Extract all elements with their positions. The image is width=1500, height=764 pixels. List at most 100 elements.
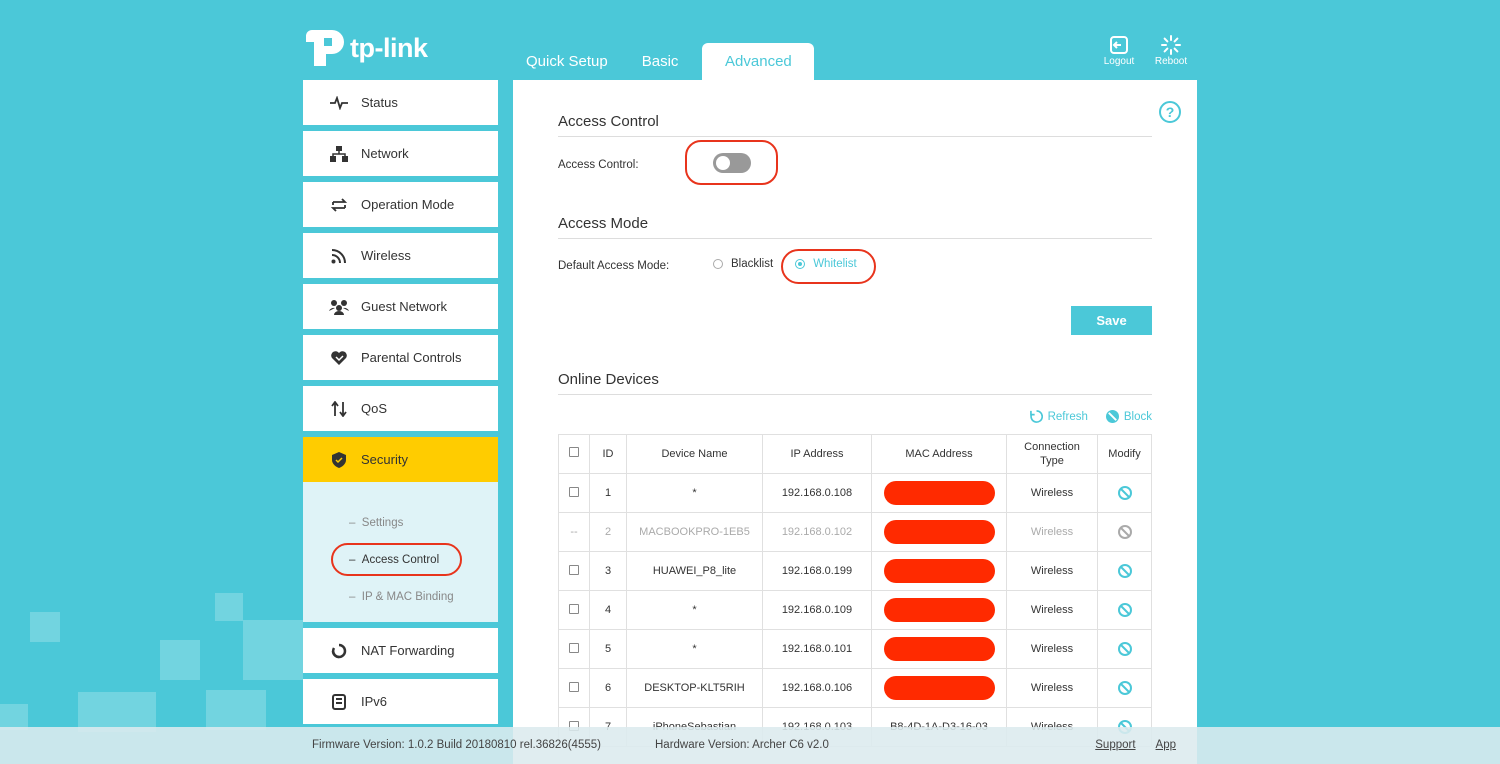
sidebar-item-label: NAT Forwarding bbox=[361, 643, 455, 658]
access-control-label: Access Control: bbox=[558, 159, 639, 171]
sidebar-item-label: Parental Controls bbox=[361, 350, 462, 365]
cell-mac-address bbox=[871, 551, 1007, 591]
annotation-circle bbox=[331, 543, 462, 576]
row-select-cell bbox=[558, 629, 590, 669]
tab-advanced[interactable]: Advanced bbox=[702, 43, 815, 80]
tab-basic[interactable]: Basic bbox=[641, 53, 679, 70]
annotation-circle bbox=[781, 249, 876, 284]
submenu-item-label: Access Control bbox=[361, 553, 440, 566]
sidebar-item-guest-network[interactable]: Guest Network bbox=[303, 284, 498, 329]
reboot-button[interactable]: Reboot bbox=[1154, 34, 1188, 67]
cell-id: 1 bbox=[589, 473, 627, 513]
refresh-icon bbox=[329, 642, 349, 660]
cell-ip-address: 192.168.0.106 bbox=[762, 668, 872, 708]
cell-device-name: * bbox=[626, 473, 763, 513]
cell-modify bbox=[1097, 512, 1152, 552]
cell-modify bbox=[1097, 668, 1152, 708]
section-title-online-devices: Online Devices bbox=[558, 371, 659, 388]
cell-device-name: * bbox=[626, 590, 763, 630]
security-submenu: – Settings – Access Control – IP & MAC B… bbox=[303, 482, 498, 622]
cell-modify bbox=[1097, 551, 1152, 591]
cell-device-name: HUAWEI_P8_lite bbox=[626, 551, 763, 591]
redaction-mark bbox=[883, 520, 995, 544]
column-header-device-name: Device Name bbox=[626, 434, 763, 474]
cell-ip-address: 192.168.0.109 bbox=[762, 590, 872, 630]
sidebar-item-parental-controls[interactable]: Parental Controls bbox=[303, 335, 498, 380]
section-title-access-control: Access Control bbox=[558, 113, 659, 130]
table-row: 3 HUAWEI_P8_lite 192.168.0.199 Wireless bbox=[558, 551, 1152, 591]
sidebar-item-ipv6[interactable]: IPv6 bbox=[303, 679, 498, 724]
block-device-icon[interactable] bbox=[1117, 681, 1132, 695]
sidebar-item-security[interactable]: Security bbox=[303, 437, 498, 482]
column-header-ip-address: IP Address bbox=[762, 434, 872, 474]
submenu-item-settings[interactable]: – Settings bbox=[349, 516, 404, 529]
logout-label: Logout bbox=[1103, 56, 1135, 67]
tp-link-logo: tp-link bbox=[302, 25, 428, 71]
decorative-square bbox=[215, 593, 243, 621]
pulse-icon bbox=[329, 94, 349, 112]
cell-id: 6 bbox=[589, 668, 627, 708]
row-checkbox[interactable] bbox=[569, 486, 579, 497]
sidebar-item-qos[interactable]: QoS bbox=[303, 386, 498, 431]
cell-ip-address: 192.168.0.102 bbox=[762, 512, 872, 552]
block-device-icon[interactable] bbox=[1117, 603, 1132, 617]
redaction-mark bbox=[883, 637, 995, 661]
app-link[interactable]: App bbox=[1155, 739, 1176, 751]
row-select-cell bbox=[558, 668, 590, 708]
row-checkbox[interactable] bbox=[569, 681, 579, 692]
cell-mac-address bbox=[871, 590, 1007, 630]
block-device-icon[interactable] bbox=[1117, 642, 1132, 656]
column-header-id: ID bbox=[589, 434, 627, 474]
cell-ip-address: 192.168.0.108 bbox=[762, 473, 872, 513]
updown-arrows-icon bbox=[329, 400, 349, 418]
blacklist-radio[interactable]: Blacklist bbox=[713, 258, 773, 270]
help-icon[interactable]: ? bbox=[1159, 101, 1181, 123]
row-select-cell bbox=[558, 590, 590, 630]
table-row: 1 * 192.168.0.108 Wireless bbox=[558, 473, 1152, 513]
sidebar-item-wireless[interactable]: Wireless bbox=[303, 233, 498, 278]
sidebar-item-nat-forwarding[interactable]: NAT Forwarding bbox=[303, 628, 498, 673]
access-control-toggle[interactable] bbox=[713, 153, 751, 173]
sidebar-item-label: Security bbox=[361, 452, 408, 467]
tab-quick-setup[interactable]: Quick Setup bbox=[526, 53, 608, 70]
access-mode-radio-group: Blacklist Whitelist bbox=[713, 258, 875, 270]
toggle-knob bbox=[716, 156, 730, 170]
top-navigation: Quick Setup Basic Advanced bbox=[512, 43, 815, 80]
decorative-square bbox=[0, 704, 28, 730]
shield-icon bbox=[329, 451, 349, 469]
support-link[interactable]: Support bbox=[1095, 739, 1136, 751]
sidebar-item-label: Status bbox=[361, 95, 398, 110]
logout-button[interactable]: Logout bbox=[1102, 34, 1136, 67]
decorative-square bbox=[78, 692, 156, 732]
sidebar-item-status[interactable]: Status bbox=[303, 80, 498, 125]
divider bbox=[558, 394, 1152, 395]
refresh-button[interactable]: Refresh bbox=[1029, 410, 1088, 423]
table-actions: Refresh Block bbox=[1029, 410, 1152, 423]
sidebar-item-network[interactable]: Network bbox=[303, 131, 498, 176]
save-button[interactable]: Save bbox=[1071, 306, 1152, 335]
sidebar-item-operation-mode[interactable]: Operation Mode bbox=[303, 182, 498, 227]
select-all-checkbox[interactable] bbox=[569, 447, 579, 457]
cell-device-name: DESKTOP-KLT5RIH bbox=[626, 668, 763, 708]
block-device-icon[interactable] bbox=[1117, 486, 1132, 500]
heart-icon bbox=[329, 349, 349, 367]
reboot-icon bbox=[1161, 34, 1181, 56]
cell-mac-address bbox=[871, 512, 1007, 552]
select-all-cell bbox=[558, 434, 590, 474]
row-checkbox[interactable] bbox=[569, 642, 579, 653]
cell-connection-type: Wireless bbox=[1006, 668, 1098, 708]
submenu-item-access-control[interactable]: – Access Control bbox=[303, 541, 498, 578]
main-panel: ? Access Control Access Control: Access … bbox=[513, 80, 1197, 764]
submenu-item-ip-mac-binding[interactable]: – IP & MAC Binding bbox=[349, 590, 454, 603]
redaction-mark bbox=[883, 598, 995, 622]
firmware-version: Firmware Version: 1.0.2 Build 20180810 r… bbox=[312, 739, 601, 751]
cell-device-name: MACBOOKPRO-1EB5 bbox=[626, 512, 763, 552]
row-checkbox[interactable] bbox=[569, 564, 579, 575]
row-checkbox[interactable] bbox=[569, 603, 579, 614]
cell-connection-type: Wireless bbox=[1006, 512, 1098, 552]
reboot-label: Reboot bbox=[1154, 56, 1188, 67]
cell-modify bbox=[1097, 473, 1152, 513]
block-button[interactable]: Block bbox=[1105, 410, 1152, 423]
block-device-icon[interactable] bbox=[1117, 564, 1132, 578]
top-actions: Logout Reboot bbox=[1102, 34, 1188, 67]
